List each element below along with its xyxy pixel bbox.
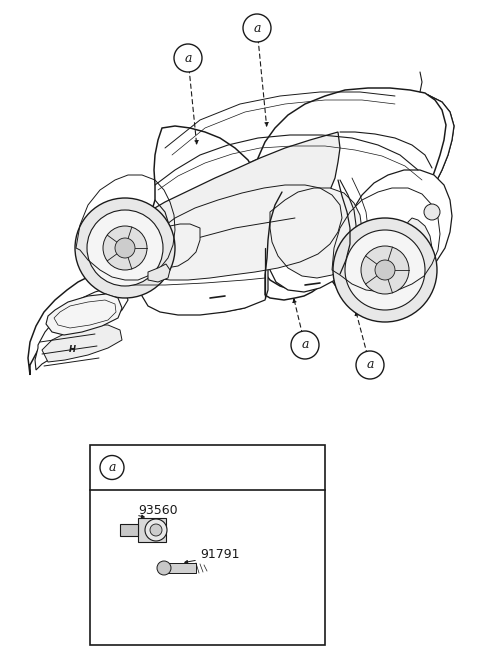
Text: a: a [108,461,116,474]
Polygon shape [338,92,454,225]
Polygon shape [120,524,138,536]
Polygon shape [30,92,454,375]
Text: H: H [69,345,75,355]
Polygon shape [148,264,170,282]
Circle shape [333,218,437,322]
Text: 91791: 91791 [200,548,240,562]
Circle shape [100,455,124,479]
Text: a: a [184,52,192,64]
Polygon shape [164,563,196,573]
Circle shape [103,226,147,270]
Polygon shape [90,132,340,290]
Polygon shape [270,92,454,212]
Polygon shape [270,188,362,278]
Circle shape [150,524,162,536]
Circle shape [145,519,167,541]
Circle shape [174,44,202,72]
Circle shape [75,198,175,298]
Polygon shape [138,518,166,542]
Polygon shape [140,243,268,315]
Polygon shape [28,88,446,375]
Polygon shape [350,170,452,280]
Polygon shape [122,132,340,272]
Polygon shape [144,185,342,280]
Circle shape [424,204,440,220]
Circle shape [87,210,163,286]
Text: a: a [301,339,309,351]
Polygon shape [46,294,122,335]
Circle shape [115,238,135,258]
Circle shape [345,230,425,310]
Polygon shape [146,224,200,268]
Circle shape [243,14,271,42]
Circle shape [291,331,319,359]
Text: a: a [253,21,261,34]
Circle shape [375,260,395,280]
Circle shape [356,351,384,379]
Polygon shape [90,445,325,645]
Circle shape [361,246,409,294]
Polygon shape [406,218,432,270]
Circle shape [157,561,171,575]
Polygon shape [268,194,352,292]
Polygon shape [35,288,128,370]
Text: a: a [366,359,374,371]
Text: 93560: 93560 [138,503,178,516]
Polygon shape [42,325,122,362]
